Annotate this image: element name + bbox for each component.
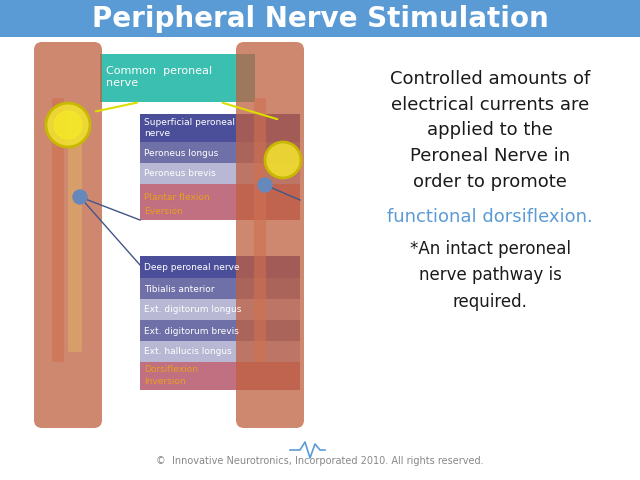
Text: Ext. digitorum longus: Ext. digitorum longus xyxy=(144,305,241,314)
Text: Superficial peroneal
nerve: Superficial peroneal nerve xyxy=(144,118,235,138)
Text: Tibialis anterior: Tibialis anterior xyxy=(144,285,214,293)
FancyBboxPatch shape xyxy=(140,341,300,362)
Circle shape xyxy=(46,103,90,147)
FancyBboxPatch shape xyxy=(140,362,300,390)
Text: Peripheral Nerve Stimulation: Peripheral Nerve Stimulation xyxy=(92,5,548,33)
FancyBboxPatch shape xyxy=(52,98,64,362)
FancyBboxPatch shape xyxy=(140,299,300,320)
FancyBboxPatch shape xyxy=(140,184,300,220)
Text: Ext. digitorum brevis: Ext. digitorum brevis xyxy=(144,326,239,336)
Circle shape xyxy=(73,190,87,204)
Text: *An intact peroneal
nerve pathway is
required.: *An intact peroneal nerve pathway is req… xyxy=(410,240,570,311)
FancyBboxPatch shape xyxy=(140,163,300,184)
Text: Eversion: Eversion xyxy=(144,207,183,216)
Text: Dorsiflexion: Dorsiflexion xyxy=(144,365,198,374)
Text: Peroneus brevis: Peroneus brevis xyxy=(144,169,216,179)
Text: Ext. hallucis longus: Ext. hallucis longus xyxy=(144,348,232,357)
Circle shape xyxy=(265,142,301,178)
FancyBboxPatch shape xyxy=(140,320,300,341)
Text: Plantar flexion: Plantar flexion xyxy=(144,193,210,203)
Circle shape xyxy=(258,178,272,192)
Text: Deep peroneal nerve: Deep peroneal nerve xyxy=(144,263,239,272)
FancyBboxPatch shape xyxy=(140,114,300,142)
FancyBboxPatch shape xyxy=(140,142,300,163)
FancyBboxPatch shape xyxy=(254,98,266,362)
Text: Controlled amounts of
electrical currents are
applied to the
Peroneal Nerve in
o: Controlled amounts of electrical current… xyxy=(390,70,590,191)
Circle shape xyxy=(54,111,82,139)
FancyBboxPatch shape xyxy=(34,42,102,428)
Text: ©  Innovative Neurotronics, Incorporated 2010. All rights reserved.: © Innovative Neurotronics, Incorporated … xyxy=(156,456,484,466)
Text: functional dorsiflexion.: functional dorsiflexion. xyxy=(387,208,593,226)
FancyBboxPatch shape xyxy=(100,54,255,102)
Text: Peroneus longus: Peroneus longus xyxy=(144,148,218,157)
Text: Common  peroneal
nerve: Common peroneal nerve xyxy=(106,66,212,88)
FancyBboxPatch shape xyxy=(236,42,304,428)
FancyBboxPatch shape xyxy=(140,256,300,278)
FancyBboxPatch shape xyxy=(68,108,82,352)
FancyBboxPatch shape xyxy=(0,0,640,37)
Text: Inversion: Inversion xyxy=(144,377,186,386)
FancyBboxPatch shape xyxy=(140,278,300,299)
